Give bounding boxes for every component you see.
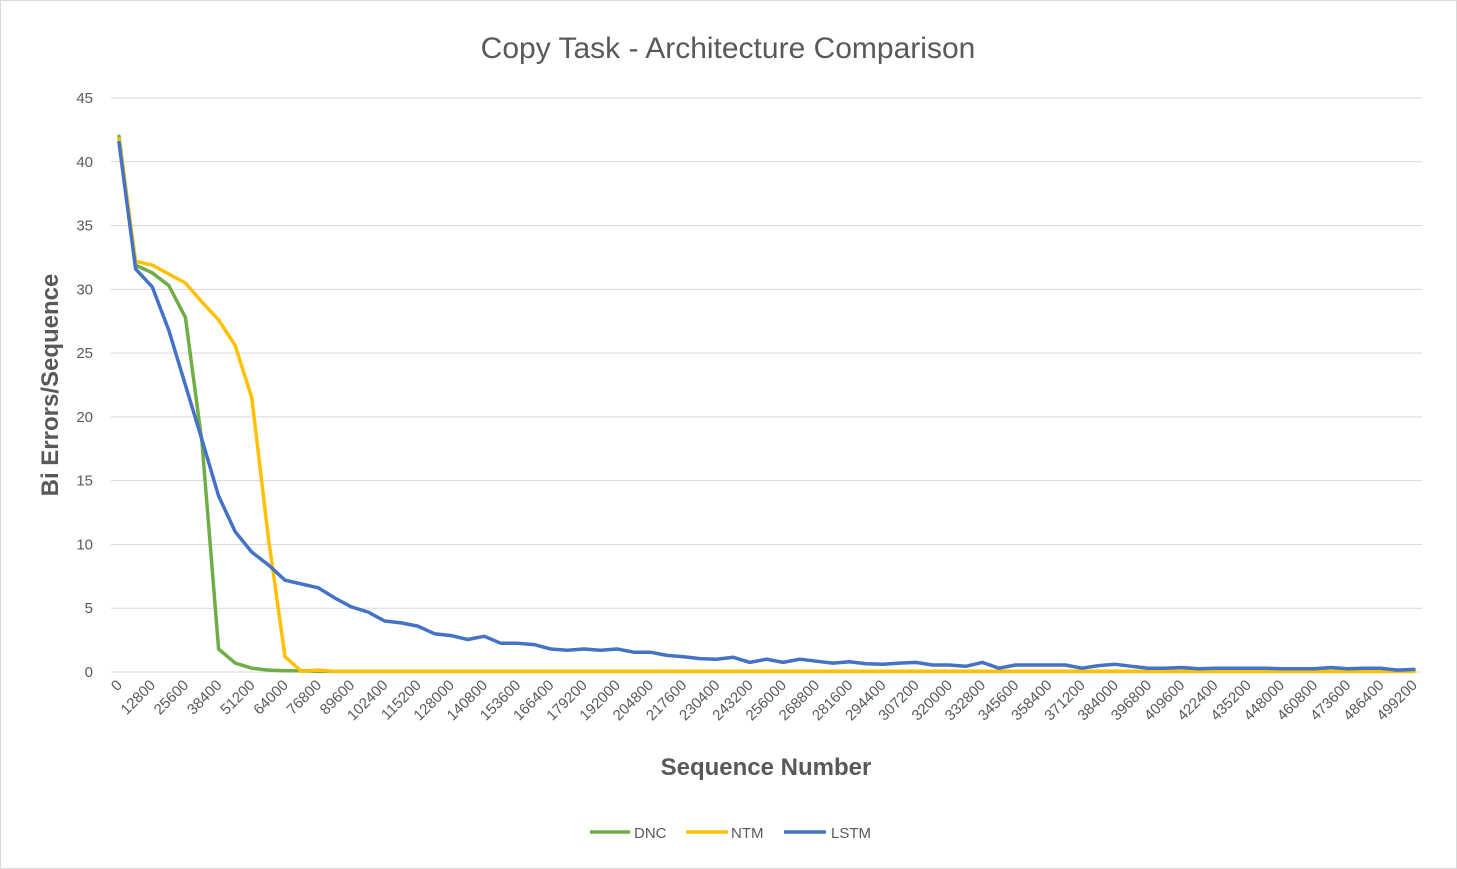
x-tick-label: 64000 xyxy=(250,677,292,719)
y-tick-label: 0 xyxy=(85,664,93,681)
x-axis-ticks: 0128002560038400512006400076800896001024… xyxy=(108,677,1421,724)
legend-label-ntm: NTM xyxy=(731,825,764,842)
legend-label-dnc: DNC xyxy=(634,825,667,842)
y-tick-label: 10 xyxy=(76,536,93,553)
x-tick-label: 0 xyxy=(108,677,126,695)
series-line-dnc xyxy=(117,134,1416,674)
y-axis-title: Bi Errors/Sequence xyxy=(37,274,64,497)
y-tick-label: 15 xyxy=(76,473,93,490)
series-line-lstm xyxy=(117,140,1416,672)
series-lines xyxy=(117,134,1416,674)
x-tick-label: 76800 xyxy=(284,677,326,719)
x-tick-label: 38400 xyxy=(184,677,226,719)
x-tick-label: 12800 xyxy=(118,677,160,719)
x-axis-title: Sequence Number xyxy=(661,754,872,781)
y-tick-label: 5 xyxy=(85,600,93,617)
y-tick-label: 35 xyxy=(76,218,93,235)
y-tick-label: 45 xyxy=(76,90,93,107)
y-tick-label: 25 xyxy=(76,345,93,362)
x-tick-label: 51200 xyxy=(217,677,259,719)
y-axis-ticks: 0 5 10 15 20 25 30 35 40 45 xyxy=(76,90,93,681)
series-line-ntm xyxy=(117,137,1416,674)
y-tick-label: 30 xyxy=(76,281,93,298)
legend: DNC NTM LSTM xyxy=(590,825,871,842)
legend-label-lstm: LSTM xyxy=(831,825,871,842)
x-tick-label: 25600 xyxy=(151,677,193,719)
y-tick-label: 20 xyxy=(76,409,93,426)
chart-title: Copy Task - Architecture Comparison xyxy=(481,32,976,65)
y-tick-label: 40 xyxy=(76,154,93,171)
